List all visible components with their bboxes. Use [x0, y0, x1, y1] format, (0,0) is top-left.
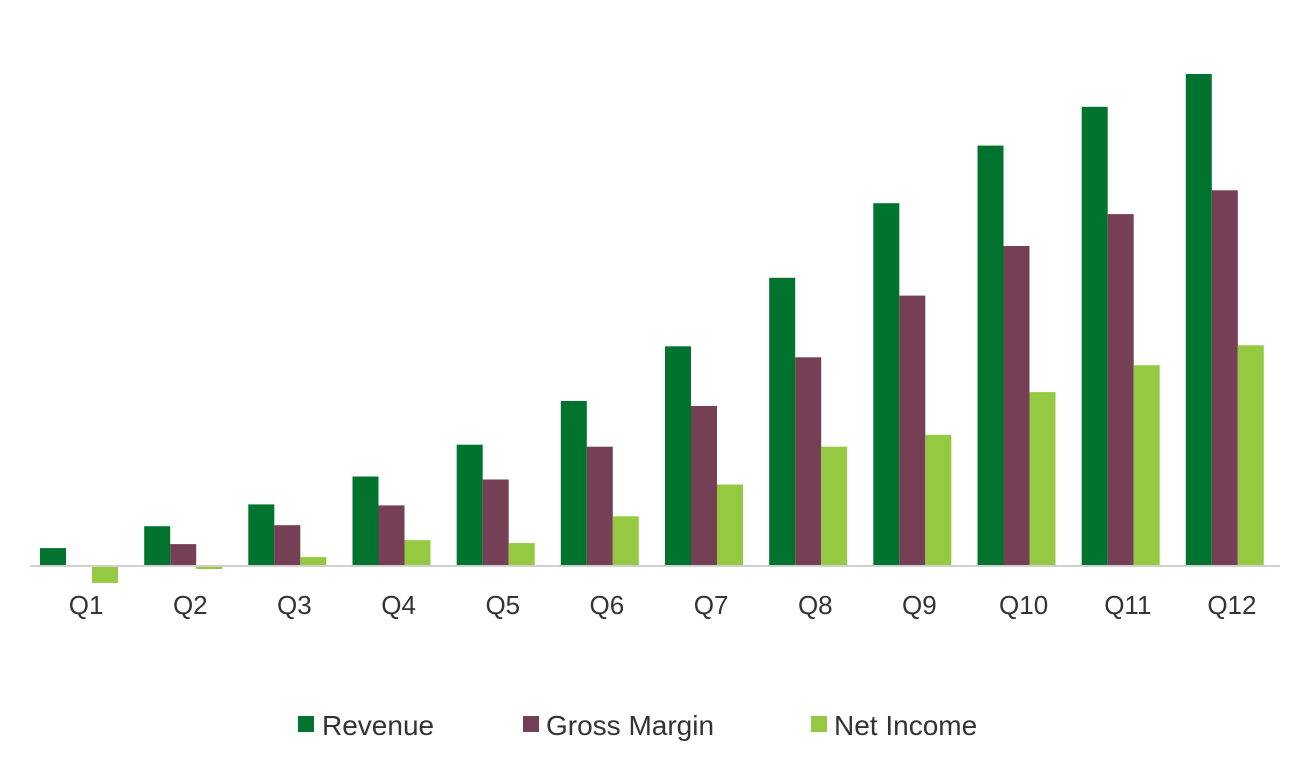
bar-revenue-q4	[352, 476, 379, 566]
bar-gross-margin-q7	[691, 406, 717, 566]
bar-revenue-q8	[769, 277, 796, 566]
x-tick-label-q12: Q12	[1207, 590, 1256, 620]
bar-gross-margin-q11	[1107, 214, 1134, 566]
bar-revenue-q3	[248, 504, 275, 566]
bar-revenue-q7	[665, 346, 691, 566]
bar-gross-margin-q9	[899, 295, 926, 566]
bar-gross-margin-q8	[795, 357, 822, 566]
legend-swatch-net-income	[811, 716, 827, 732]
bar-net-income-q8	[821, 446, 848, 566]
bar-revenue-q6	[560, 401, 587, 566]
bar-net-income-q12	[1237, 345, 1264, 566]
bar-revenue-q10	[977, 145, 1004, 566]
bar-revenue-q5	[456, 444, 483, 566]
legend-label-net-income: Net Income	[834, 710, 977, 741]
x-tick-label-q10: Q10	[999, 590, 1048, 620]
x-tick-label-q11: Q11	[1104, 590, 1151, 620]
bar-gross-margin-q3	[274, 525, 301, 566]
bar-revenue-q12	[1185, 74, 1212, 566]
bar-net-income-q4	[404, 540, 431, 566]
x-tick-label-q1: Q1	[69, 590, 104, 620]
bar-revenue-q1	[40, 548, 66, 566]
bar-net-income-q3	[300, 557, 327, 566]
bar-gross-margin-q2	[170, 544, 197, 566]
bar-revenue-q2	[144, 526, 171, 566]
bar-gross-margin-q6	[586, 446, 613, 566]
bar-revenue-q11	[1081, 106, 1108, 567]
x-tick-label-q8: Q8	[798, 590, 833, 620]
bar-net-income-q1	[92, 566, 118, 583]
legend-label-revenue: Revenue	[322, 710, 434, 741]
x-tick-label-q5: Q5	[485, 590, 520, 620]
bar-gross-margin-q12	[1211, 190, 1238, 567]
legend: Revenue Gross Margin Net Income	[298, 710, 977, 741]
bar-net-income-q9	[925, 434, 952, 566]
x-tick-labels: Q1 Q2 Q3 Q4 Q5 Q6 Q7 Q8 Q9 Q10 Q11 Q12	[69, 590, 1257, 620]
x-tick-label-q9: Q9	[902, 590, 937, 620]
x-tick-label-q2: Q2	[173, 590, 208, 620]
bar-net-income-q11	[1133, 365, 1160, 566]
bar-revenue-q9	[873, 203, 900, 566]
bar-gross-margin-q5	[482, 479, 509, 566]
bars-group	[40, 74, 1264, 583]
x-tick-label-q4: Q4	[381, 590, 416, 620]
legend-swatch-revenue	[298, 716, 314, 732]
bar-net-income-q7	[717, 484, 743, 566]
bar-net-income-q6	[612, 516, 639, 566]
bar-net-income-q10	[1029, 392, 1056, 566]
bar-gross-margin-q10	[1003, 246, 1030, 566]
legend-label-gross-margin: Gross Margin	[546, 710, 714, 741]
x-tick-label-q3: Q3	[277, 590, 312, 620]
x-tick-label-q6: Q6	[590, 590, 625, 620]
legend-swatch-gross-margin	[523, 716, 539, 732]
bar-net-income-q5	[508, 543, 535, 566]
bar-gross-margin-q4	[378, 505, 405, 566]
x-tick-label-q7: Q7	[694, 590, 729, 620]
bar-net-income-q2	[196, 566, 223, 569]
